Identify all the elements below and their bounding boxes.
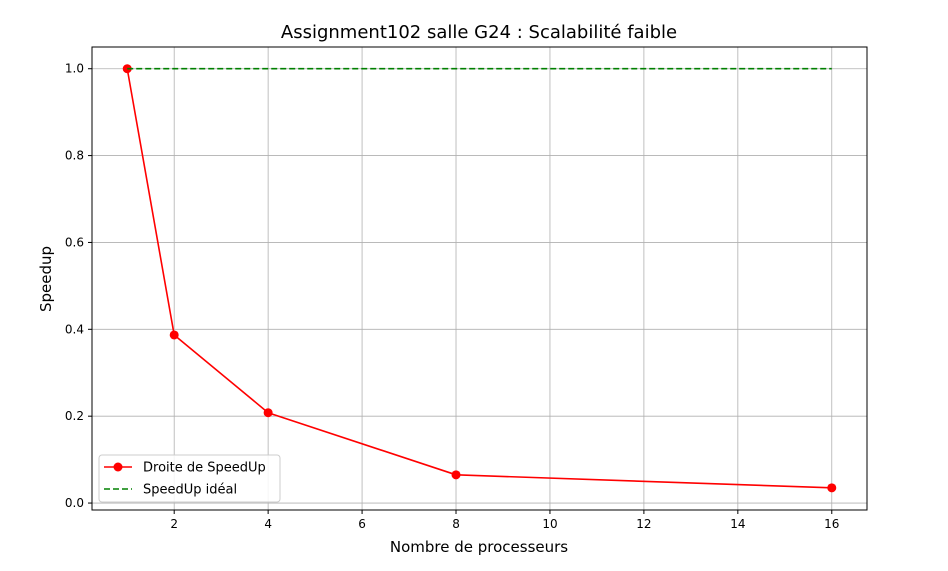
x-tick-label: 6 [358,517,366,531]
x-tick-label: 2 [170,517,178,531]
legend-label-ideal: SpeedUp idéal [143,483,237,498]
chart-title: Assignment102 salle G24 : Scalabilité fa… [281,22,677,43]
x-tick-label: 14 [730,517,745,531]
legend-box [98,454,281,503]
y-tick-label: 0.6 [65,235,84,249]
y-tick-label: 0.2 [65,409,84,423]
y-tick-label: 0.8 [65,149,84,163]
x-tick-label: 12 [636,517,651,531]
x-tick-label: 16 [824,517,839,531]
x-tick-label: 8 [452,517,460,531]
y-tick-label: 0.0 [65,496,84,510]
speedup-data-point [169,330,179,340]
speedup-data-point [263,408,273,418]
y-tick-label: 1.0 [65,62,84,76]
series [122,64,837,493]
x-tick-label: 4 [264,517,272,531]
axis-ticks: 2 4 6 8 10 12 14 16 0.0 0.2 0.4 0.6 0.8 1.0 [65,62,840,531]
legend-marker-speedup [113,462,123,472]
x-tick-label: 10 [542,517,557,531]
legend: Droite de SpeedUp SpeedUp idéal [98,454,281,503]
legend-label-speedup: Droite de SpeedUp [143,461,266,476]
y-tick-label: 0.4 [65,322,84,336]
y-axis-title: Speedup [37,246,55,312]
x-axis-title: Nombre de processeurs [390,538,568,556]
speedup-data-point [122,64,132,74]
speedup-data-point [451,470,461,480]
plot-area-frame [91,46,868,511]
speedup-data-point [827,483,837,493]
